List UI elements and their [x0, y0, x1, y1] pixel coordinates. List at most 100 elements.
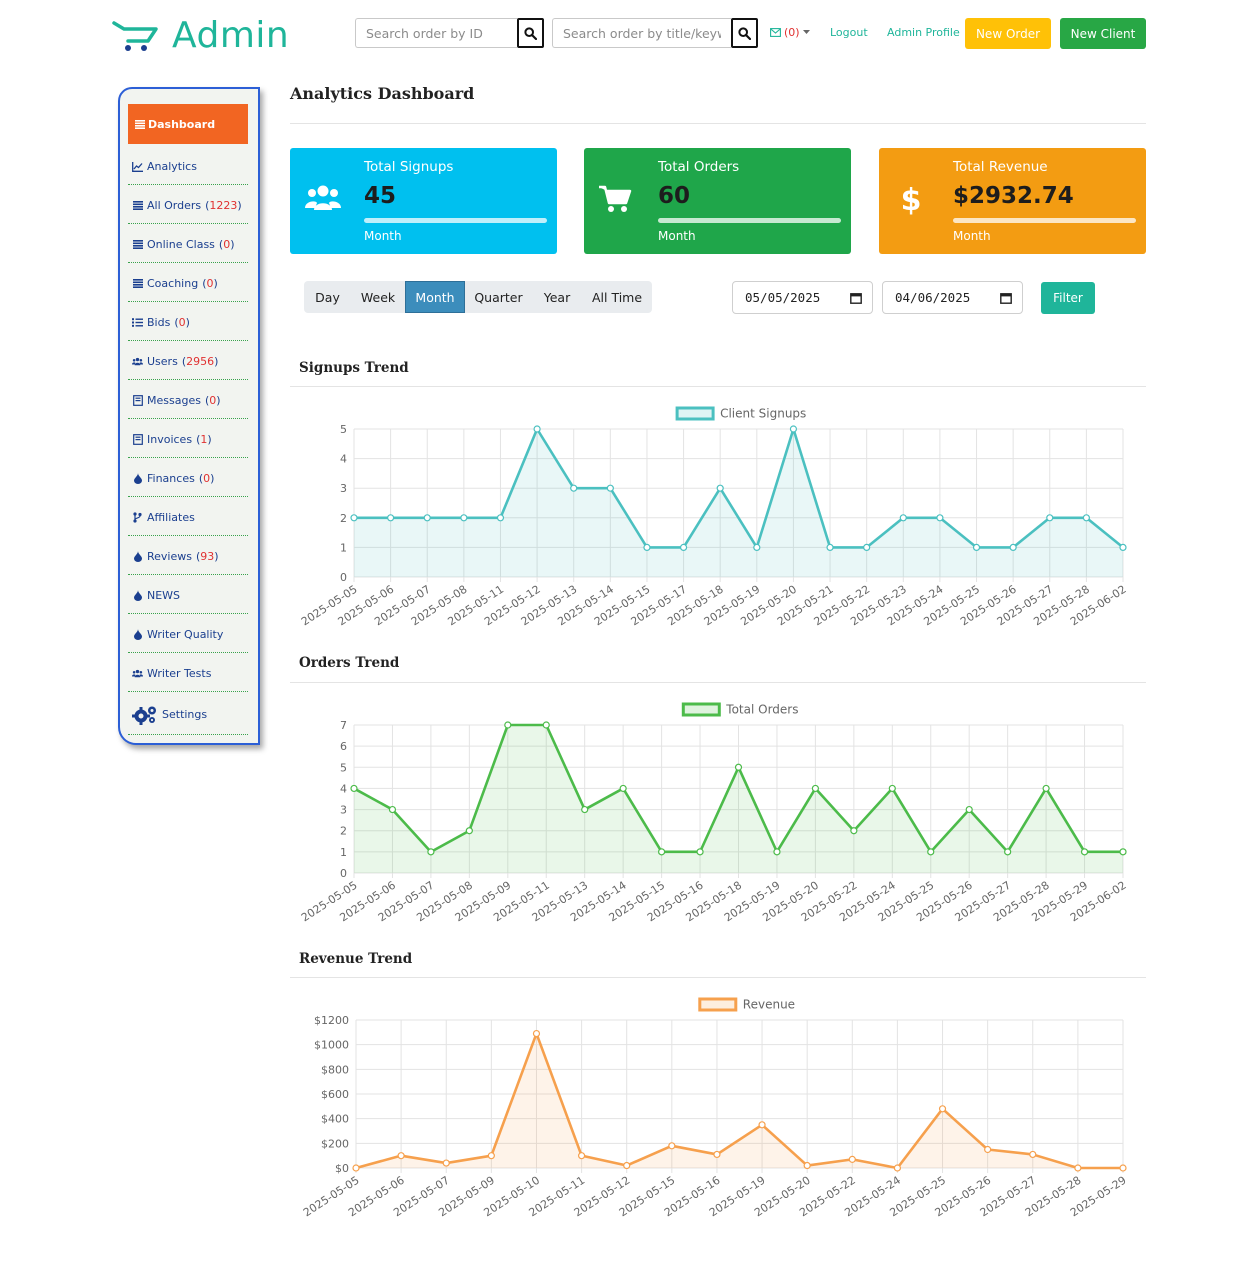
data-point[interactable]	[668, 1142, 676, 1150]
data-point[interactable]	[1080, 848, 1089, 856]
data-point[interactable]	[1042, 784, 1050, 793]
range-month-button[interactable]: Month	[405, 281, 465, 313]
range-year-button[interactable]: Year	[543, 289, 571, 305]
search-id-input[interactable]	[355, 18, 517, 48]
sidebar-item-reviews[interactable]: Reviews (93)	[128, 539, 248, 575]
data-point[interactable]	[570, 484, 578, 492]
sidebar-item-finances[interactable]: Finances (0)	[128, 461, 248, 497]
data-point[interactable]	[1004, 848, 1012, 856]
data-point[interactable]	[623, 1161, 631, 1170]
data-point[interactable]	[619, 784, 627, 793]
data-point[interactable]	[927, 848, 935, 856]
sidebar-item-writer-tests[interactable]: Writer Tests	[128, 656, 248, 692]
data-point[interactable]	[938, 1105, 947, 1113]
data-point[interactable]	[643, 543, 651, 551]
data-point[interactable]	[423, 514, 431, 522]
sidebar-item-news[interactable]: NEWS	[128, 578, 248, 614]
search-title-button[interactable]	[731, 18, 758, 48]
sidebar-item-dashboard[interactable]: Dashboard	[128, 104, 248, 144]
data-point[interactable]	[679, 543, 688, 551]
sidebar-item-bids[interactable]: Bids (0)	[128, 305, 248, 341]
data-point[interactable]	[350, 514, 358, 522]
data-point[interactable]	[850, 827, 858, 835]
data-point[interactable]	[577, 1152, 586, 1160]
data-point[interactable]	[899, 514, 907, 522]
range-alltime-button[interactable]: All Time	[591, 289, 643, 305]
data-point[interactable]	[972, 543, 981, 551]
data-point[interactable]	[581, 805, 589, 814]
data-point[interactable]	[1082, 514, 1090, 522]
data-point[interactable]	[734, 763, 743, 771]
data-point[interactable]	[532, 1029, 541, 1038]
data-point[interactable]	[542, 721, 550, 729]
data-point[interactable]	[936, 514, 944, 522]
data-point[interactable]	[758, 1121, 766, 1129]
new-order-button[interactable]: New Order	[965, 18, 1051, 49]
data-point[interactable]	[863, 543, 871, 551]
data-point[interactable]	[984, 1145, 992, 1154]
data-point[interactable]	[442, 1159, 450, 1167]
range-quarter-button[interactable]: Quarter	[474, 289, 523, 305]
data-point[interactable]	[1119, 848, 1127, 856]
sidebar-item-affiliates[interactable]: Affiliates	[128, 500, 248, 536]
data-point[interactable]	[350, 784, 358, 793]
sidebar-item-invoices[interactable]: Invoices (1)	[128, 422, 248, 458]
sidebar-item-analytics[interactable]: Analytics	[128, 149, 248, 185]
data-point[interactable]	[803, 1161, 811, 1170]
data-point[interactable]	[427, 848, 435, 856]
data-point[interactable]	[713, 1150, 721, 1159]
range-day-button[interactable]: Day	[315, 289, 340, 305]
data-point[interactable]	[696, 848, 704, 856]
data-point[interactable]	[387, 514, 395, 522]
data-point[interactable]	[1119, 1164, 1127, 1172]
data-point[interactable]	[1119, 543, 1127, 551]
data-point[interactable]	[716, 484, 724, 492]
data-point[interactable]	[606, 484, 614, 492]
data-point[interactable]	[465, 827, 473, 835]
search-title-input[interactable]	[552, 18, 731, 48]
data-point[interactable]	[753, 543, 761, 551]
sidebar-item-settings[interactable]: Settings	[128, 695, 248, 735]
sidebar-item-messages[interactable]: Messages (0)	[128, 383, 248, 419]
sidebar-item-users[interactable]: Users (2956)	[128, 344, 248, 380]
brand-logo[interactable]: Admin	[112, 14, 289, 56]
sidebar-item-online-class[interactable]: Online Class (0)	[128, 227, 248, 263]
data-point[interactable]	[1074, 1164, 1082, 1172]
calendar-icon[interactable]	[1000, 292, 1012, 304]
data-point[interactable]	[811, 784, 820, 793]
data-point[interactable]	[1046, 514, 1054, 522]
data-point[interactable]	[1009, 543, 1017, 551]
data-point[interactable]	[848, 1155, 856, 1163]
data-point[interactable]	[460, 514, 468, 522]
admin-profile-link[interactable]: Admin Profile	[887, 26, 960, 39]
sidebar-item-writer-quality[interactable]: Writer Quality	[128, 617, 248, 653]
sidebar-item-coaching[interactable]: Coaching (0)	[128, 266, 248, 302]
data-point[interactable]	[352, 1164, 360, 1172]
data-point[interactable]	[533, 425, 541, 433]
filter-button[interactable]: Filter	[1041, 282, 1095, 314]
data-point[interactable]	[388, 805, 397, 814]
sidebar-item-all-orders[interactable]: All Orders (1223)	[128, 188, 248, 224]
chart-legend[interactable]: Client Signups	[675, 406, 806, 421]
chart-legend[interactable]: Total Orders	[681, 702, 799, 717]
chart-legend[interactable]: Revenue	[698, 997, 795, 1012]
data-point[interactable]	[504, 721, 512, 729]
data-point[interactable]	[397, 1152, 405, 1160]
data-point[interactable]	[1029, 1150, 1037, 1159]
data-point[interactable]	[965, 805, 973, 814]
range-week-button[interactable]: Week	[360, 289, 396, 305]
data-point[interactable]	[496, 514, 505, 522]
new-client-button[interactable]: New Client	[1060, 18, 1146, 49]
data-point[interactable]	[658, 848, 666, 856]
date-from-input[interactable]: 05/05/2025	[732, 281, 873, 314]
data-point[interactable]	[789, 425, 798, 433]
data-point[interactable]	[888, 784, 896, 793]
data-point[interactable]	[826, 543, 834, 551]
logout-link[interactable]: Logout	[830, 26, 868, 39]
messages-dropdown[interactable]: (0)	[770, 26, 810, 39]
data-point[interactable]	[893, 1164, 902, 1172]
calendar-icon[interactable]	[850, 292, 862, 304]
search-id-button[interactable]	[517, 18, 544, 48]
data-point[interactable]	[487, 1152, 495, 1160]
date-to-input[interactable]: 04/06/2025	[882, 281, 1023, 314]
